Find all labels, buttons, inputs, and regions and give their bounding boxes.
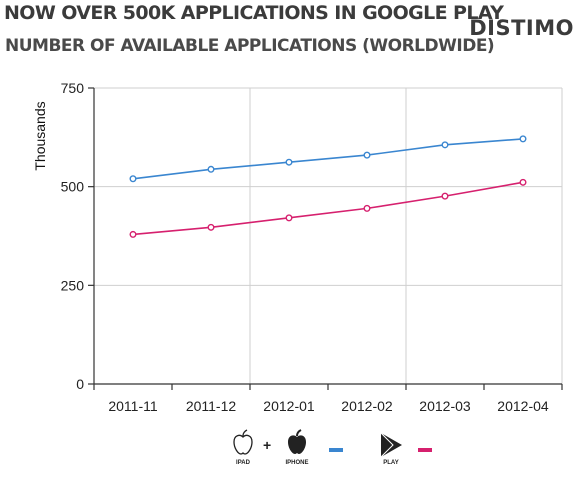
ios-series-line xyxy=(132,138,524,180)
google-play-icon xyxy=(376,430,406,460)
x-tick-label: 2011-11 xyxy=(108,398,158,414)
series-group xyxy=(129,135,527,238)
y-tick-label: 250 xyxy=(61,277,85,293)
iphone-apple-icon xyxy=(282,428,312,468)
play-data-point xyxy=(519,178,527,186)
legend-plus: + xyxy=(263,437,272,453)
ios-data-point xyxy=(441,141,449,149)
x-tick-label: 2012-03 xyxy=(419,398,471,414)
ios-data-point xyxy=(207,165,215,173)
axes xyxy=(93,88,562,385)
ios-data-point xyxy=(129,175,137,183)
play-data-point xyxy=(207,223,215,231)
ios-data-point xyxy=(519,135,527,143)
x-axis-ticks: 2011-11 2011-12 2012-01 2012-02 2012-03 2012-… xyxy=(93,384,563,414)
x-tick-label: 2012-04 xyxy=(497,398,549,414)
y-tick-label: 500 xyxy=(61,179,85,195)
chart-title: NOW OVER 500K APPLICATIONS IN GOOGLE PLA… xyxy=(4,2,504,24)
ipad-apple-icon xyxy=(228,428,258,468)
legend: IPAD + IPHONE PLAY xyxy=(228,428,448,476)
x-tick-label: 2012-01 xyxy=(263,398,315,414)
y-tick-label: 750 xyxy=(61,80,85,96)
ipad-label: IPAD xyxy=(236,460,250,466)
play-data-point xyxy=(363,204,371,212)
iphone-label: IPHONE xyxy=(285,460,309,466)
ios-data-point xyxy=(285,158,293,166)
ios-data-point xyxy=(363,151,371,159)
x-tick-label: 2011-12 xyxy=(186,398,237,414)
y-axis-ticks: 0 250 500 750 xyxy=(61,80,94,392)
play-data-point xyxy=(441,192,449,200)
y-axis-label: Thousands xyxy=(32,101,48,170)
grid-lines xyxy=(94,87,563,384)
play-data-point xyxy=(129,230,137,238)
play-legend-swatch xyxy=(418,448,432,452)
x-tick-label: 2012-02 xyxy=(341,398,393,414)
play-series-line xyxy=(132,181,524,236)
brand-logo: DISTIMO xyxy=(469,16,574,40)
y-tick-label: 0 xyxy=(76,376,84,392)
play-label: PLAY xyxy=(383,460,399,466)
ios-legend-swatch xyxy=(329,448,343,452)
chart-subtitle: NUMBER OF AVAILABLE APPLICATIONS (WORLDW… xyxy=(5,36,495,56)
play-data-point xyxy=(285,214,293,222)
